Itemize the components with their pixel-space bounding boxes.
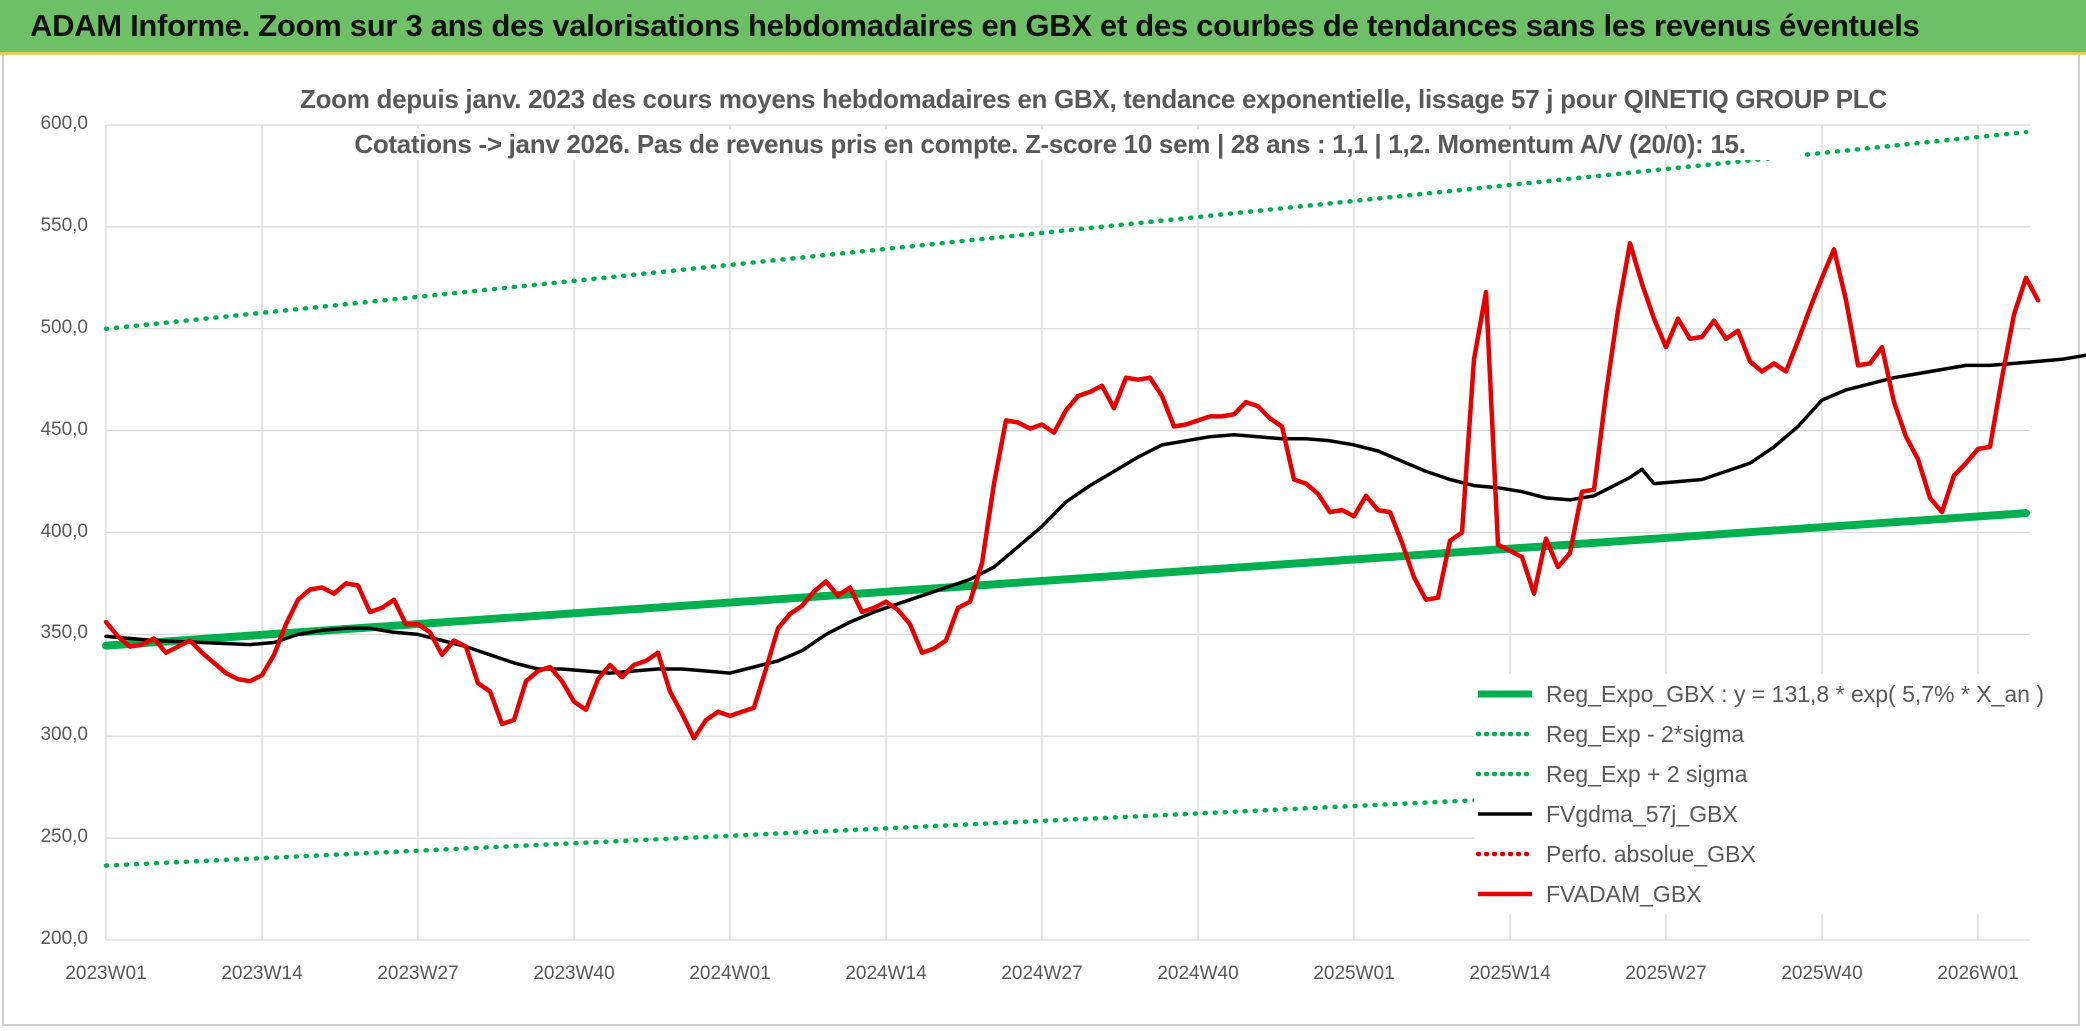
x-tick-label: 2024W40 (1157, 963, 1239, 984)
y-tick-label: 250,0 (40, 826, 88, 848)
series-reg-expo (102, 509, 2030, 650)
x-tick-label: 2025W14 (1469, 963, 1551, 984)
legend-swatch (1474, 834, 1536, 874)
y-tick-label: 600,0 (40, 113, 88, 134)
chart-subtitle: Cotations -> janv 2026. Pas de revenus p… (300, 129, 1800, 160)
legend-item: FVADAM_GBX (1474, 874, 2034, 914)
legend-item: Reg_Exp + 2 sigma (1474, 754, 2034, 794)
x-tick-label: 2026W01 (1937, 963, 2019, 984)
series-fvadam (103, 240, 2041, 741)
legend-swatch (1474, 714, 1536, 754)
legend-label: Reg_Expo_GBX : y = 131,8 * exp( 5,7% * X… (1546, 680, 2044, 707)
legend-item: Reg_Expo_GBX : y = 131,8 * exp( 5,7% * X… (1474, 674, 2044, 714)
y-tick-label: 400,0 (40, 520, 88, 542)
legend-item: Perfo. absolue_GBX (1474, 834, 2034, 874)
grid-lines (105, 124, 2030, 941)
x-tick-label: 2023W01 (65, 963, 147, 984)
y-tick-label: 300,0 (40, 724, 88, 746)
x-tick-label: 2025W01 (1313, 963, 1395, 984)
legend-swatch (1474, 794, 1536, 834)
y-tick-label: 200,0 (40, 928, 88, 949)
x-tick-label: 2023W40 (533, 963, 615, 984)
legend-swatch (1474, 874, 1536, 914)
legend-label: FVgdma_57j_GBX (1546, 800, 1738, 827)
x-tick-label: 2025W40 (1781, 963, 1863, 984)
legend-label: FVADAM_GBX (1546, 880, 1702, 907)
y-tick-label: 500,0 (40, 316, 88, 338)
legend-label: Reg_Exp - 2*sigma (1546, 720, 1745, 747)
x-tick-label: 2023W14 (221, 963, 303, 984)
header-banner: ADAM Informe. Zoom sur 3 ans des valoris… (0, 0, 2086, 55)
legend-swatch (1474, 754, 1536, 794)
series-reg-plus-2sigma (103, 129, 2029, 332)
x-tick-label: 2024W27 (1001, 963, 1083, 984)
page-title: ADAM Informe. Zoom sur 3 ans des valoris… (30, 8, 1920, 43)
y-tick-label: 450,0 (40, 418, 88, 440)
x-tick-label: 2023W27 (377, 963, 459, 984)
legend-label: Reg_Exp + 2 sigma (1546, 760, 1748, 787)
y-tick-label: 350,0 (40, 622, 88, 644)
chart-title: Zoom depuis janv. 2023 des cours moyens … (300, 84, 1887, 115)
y-tick-label: 550,0 (40, 214, 88, 236)
x-tick-label: 2024W01 (689, 963, 771, 984)
x-tick-label: 2024W14 (845, 963, 927, 984)
legend-swatch (1474, 674, 1536, 714)
legend-item: FVgdma_57j_GBX (1474, 794, 2034, 834)
chart-legend: Reg_Expo_GBX : y = 131,8 * exp( 5,7% * X… (1474, 674, 2044, 914)
x-tick-label: 2025W27 (1625, 963, 1707, 984)
plot-area (102, 129, 2086, 868)
legend-label: Perfo. absolue_GBX (1546, 840, 1756, 867)
legend-item: Reg_Exp - 2*sigma (1474, 714, 2034, 754)
